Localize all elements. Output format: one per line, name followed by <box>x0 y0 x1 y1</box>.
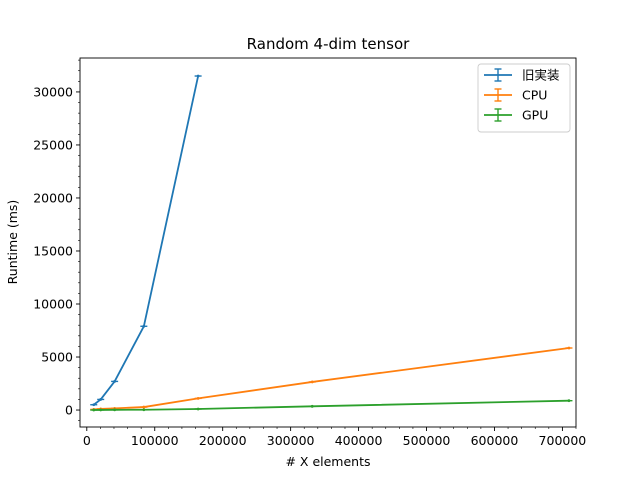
data-point <box>196 396 200 400</box>
data-point <box>310 380 314 384</box>
data-point <box>196 74 200 78</box>
y-tick-label: 20000 <box>33 190 73 205</box>
legend: 旧実装 CPU GPU <box>477 63 571 133</box>
data-point <box>142 405 146 409</box>
data-point <box>142 324 146 328</box>
series-line <box>93 347 570 411</box>
y-axis-label: Runtime (ms) <box>5 200 20 285</box>
y-tick-label: 15000 <box>33 243 73 258</box>
legend-entry: GPU <box>484 108 548 123</box>
data-point <box>142 408 146 412</box>
data-point <box>196 407 200 411</box>
y-tick-label: 5000 <box>41 350 73 365</box>
legend-label: GPU <box>522 108 548 123</box>
series-1 <box>90 74 202 407</box>
data-point <box>567 399 571 403</box>
series-2 <box>90 346 573 411</box>
axes-frame <box>79 57 577 428</box>
x-tick-label: 0 <box>83 433 91 448</box>
x-tick-label: 500000 <box>403 433 451 448</box>
x-tick-label: 300000 <box>267 433 315 448</box>
legend-entry: CPU <box>484 88 547 103</box>
chart-title: Random 4-dim tensor <box>247 35 411 53</box>
data-point <box>99 398 103 401</box>
data-point <box>567 346 571 350</box>
data-point <box>99 408 103 412</box>
y-tick-label: 10000 <box>33 297 73 312</box>
series-line <box>93 399 569 411</box>
series-line <box>93 75 199 406</box>
legend-label: CPU <box>522 88 547 103</box>
data-point <box>310 404 314 408</box>
data-point <box>92 408 96 412</box>
series-3 <box>90 399 573 412</box>
x-tick-label: 400000 <box>335 433 383 448</box>
y-tick-label: 30000 <box>33 84 73 99</box>
x-tick-label: 200000 <box>199 433 247 448</box>
x-axis-label: # X elements <box>285 454 370 469</box>
legend-label: 旧実装 <box>522 68 560 83</box>
data-point <box>113 408 117 412</box>
x-tick-label: 700000 <box>539 433 587 448</box>
x-tick-label: 600000 <box>471 433 519 448</box>
x-tick-label: 100000 <box>131 433 179 448</box>
plot-area: 0 100000 200000 300000 400000 500000 600000 700… <box>33 57 587 448</box>
data-point <box>113 380 117 383</box>
y-tick-label: 0 <box>65 403 73 418</box>
legend-entry: 旧実装 <box>484 68 560 83</box>
y-tick-label: 25000 <box>33 137 73 152</box>
data-point <box>92 403 96 407</box>
